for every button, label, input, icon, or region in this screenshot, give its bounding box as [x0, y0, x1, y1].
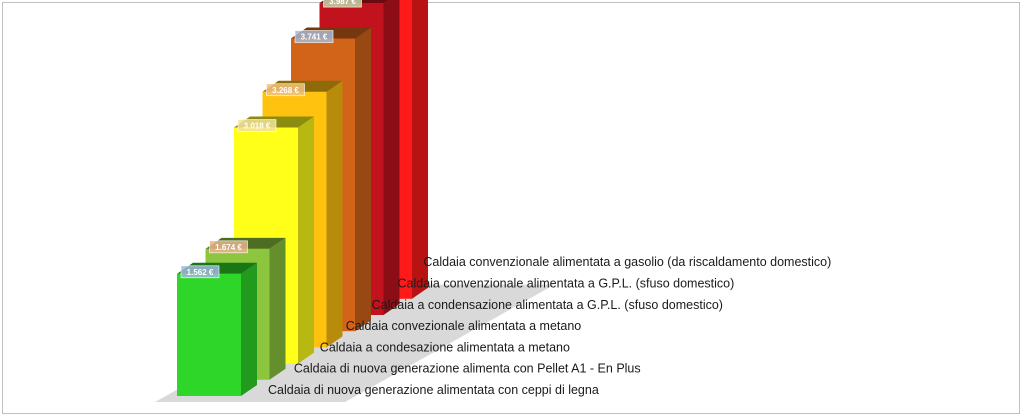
value-label-5: 3.741 €: [301, 33, 328, 42]
value-label-box-3: [237, 119, 277, 132]
bar-side-3: [298, 116, 314, 364]
category-label-2: Caldaia di nuova generazione alimenta co…: [294, 362, 641, 376]
value-label-2: 1.674 €: [215, 243, 242, 252]
category-label-6: Caldaia convenzionale alimentata a G.P.L…: [398, 277, 735, 291]
value-label-6: 3.987 €: [329, 0, 356, 6]
bar-side-7: [412, 0, 428, 299]
bar-side-5: [355, 27, 371, 332]
chart-frame: [2, 2, 1020, 414]
value-label-3: 3.018 €: [244, 122, 271, 131]
value-label-1: 1.562 €: [187, 268, 214, 277]
bar-side-2: [269, 237, 286, 380]
category-label-3: Caldaia a condesazione alimentata a meta…: [320, 340, 570, 354]
category-label-1: Caldaia di nuova generazione alimentata …: [268, 383, 599, 397]
value-label-box-1: [180, 265, 220, 279]
value-label-box-6: [323, 0, 362, 8]
bar-side-1: [241, 262, 257, 396]
value-label-box-2: [209, 240, 248, 254]
bar-side-4: [326, 80, 343, 348]
category-label-7: Caldaia convenzionale alimentata a gasol…: [423, 255, 831, 269]
value-label-box-4: [266, 83, 305, 97]
value-label-box-5: [294, 30, 334, 43]
category-label-4: Caldaia convezionale alimentata a metano: [346, 319, 582, 333]
bar-1: [177, 273, 241, 396]
value-label-4: 3.268 €: [272, 86, 299, 95]
category-label-5: Caldaia a condensazione alimentata a G.P…: [372, 298, 723, 312]
bar-side-6: [383, 0, 400, 315]
